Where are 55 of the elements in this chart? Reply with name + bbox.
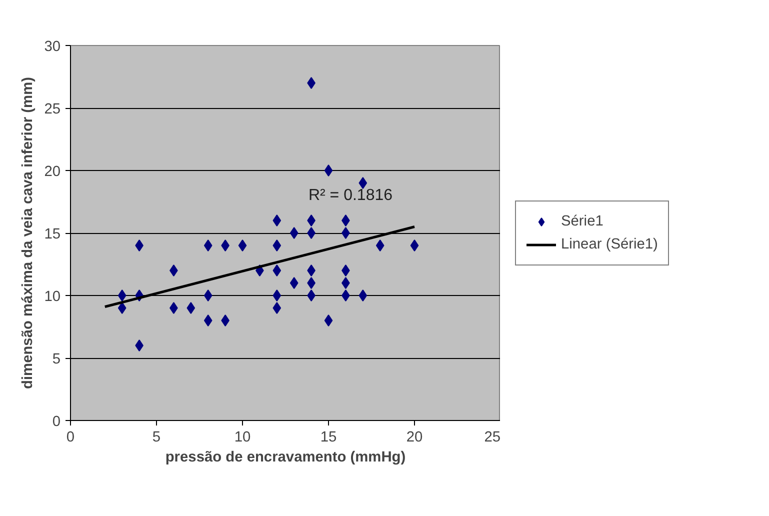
point	[204, 290, 212, 302]
point	[204, 240, 212, 252]
point	[186, 302, 196, 314]
point	[324, 164, 333, 176]
annotation: R² = 0.1816	[308, 187, 393, 204]
y-tick-label: 15	[44, 226, 61, 242]
y-tick-label: 10	[44, 289, 61, 305]
point	[376, 240, 384, 252]
point	[342, 277, 350, 289]
point	[238, 240, 247, 252]
y-axis-title: dimensão máxima da veia cava inferior (mm)	[20, 76, 36, 389]
x-tick-label: 10	[234, 430, 251, 446]
x-tick-label: 20	[406, 430, 423, 446]
point	[272, 302, 282, 314]
y-tick-label: 0	[52, 414, 61, 430]
point	[342, 264, 350, 276]
point	[358, 290, 368, 302]
point	[307, 277, 316, 289]
point	[290, 227, 298, 239]
x-tick-label: 15	[320, 430, 337, 446]
point	[307, 77, 316, 89]
point	[307, 214, 316, 226]
point	[342, 214, 350, 226]
point	[324, 314, 333, 326]
point	[272, 240, 282, 252]
point	[307, 290, 316, 302]
x-tick-label: 5	[152, 430, 161, 446]
point	[342, 290, 350, 302]
point	[170, 264, 178, 276]
y-tick-label: 20	[44, 164, 61, 180]
point	[307, 227, 316, 239]
point	[342, 227, 350, 239]
point	[272, 264, 282, 276]
point	[118, 302, 126, 314]
point	[118, 290, 126, 302]
x-tick-label: 0	[66, 430, 75, 446]
point	[272, 214, 282, 226]
point	[358, 177, 368, 189]
y-tick-label: 30	[44, 39, 61, 55]
y-tick-label: 5	[52, 352, 61, 368]
legend-label: Linear (Série1)	[561, 236, 658, 252]
point	[221, 314, 230, 326]
point	[135, 240, 144, 252]
point	[170, 302, 178, 314]
point	[204, 314, 212, 326]
point	[272, 290, 282, 302]
point	[410, 240, 419, 252]
x-axis-title: pressão de encravamento (mmHg)	[165, 450, 406, 466]
point	[290, 277, 298, 289]
point	[307, 264, 316, 276]
x-tick-label: 25	[484, 430, 501, 446]
legend-label: Série1	[561, 213, 604, 229]
point	[135, 340, 144, 352]
point	[221, 240, 230, 252]
y-tick-label: 25	[44, 102, 61, 118]
